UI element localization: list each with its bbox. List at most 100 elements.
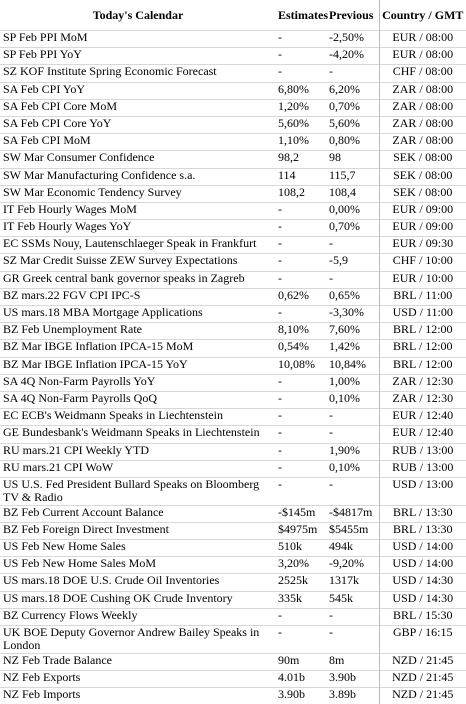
event: NZ Feb Exports (0, 671, 276, 688)
country-time: BRL / 11:00 (379, 288, 466, 305)
event: US U.S. Fed President Bullard Speaks on … (0, 477, 276, 505)
calendar-row: IT Feb Hourly Wages YoY-0,70%EUR / 09:00 (0, 220, 466, 237)
event: SZ Mar Credit Suisse ZEW Survey Expectat… (0, 254, 276, 271)
country-time: BRL / 13:30 (379, 522, 466, 539)
event: BZ Currency Flows Weekly (0, 608, 276, 625)
country-time: EUR / 10:00 (379, 271, 466, 288)
estimate: - (276, 374, 327, 391)
estimate: - (276, 426, 327, 443)
country-time: ZAR / 12:30 (379, 391, 466, 408)
calendar-row: GE Bundesbank's Weidmann Speaks in Liech… (0, 426, 466, 443)
previous: 98 (327, 151, 379, 168)
event: BZ Mar IBGE Inflation IPCA-15 MoM (0, 340, 276, 357)
previous: 115,7 (327, 168, 379, 185)
previous: 0,80% (327, 134, 379, 151)
estimate: 10,08% (276, 357, 327, 374)
previous: - (327, 477, 379, 505)
event: SA Feb CPI Core YoY (0, 116, 276, 133)
country-time: RUB / 13:00 (379, 443, 466, 460)
event: BZ Mar IBGE Inflation IPCA-15 YoY (0, 357, 276, 374)
event: US Feb New Home Sales (0, 540, 276, 557)
previous: - (327, 271, 379, 288)
event: BZ mars.22 FGV CPI IPC-S (0, 288, 276, 305)
estimate: 6,80% (276, 82, 327, 99)
country-time: BRL / 13:30 (379, 505, 466, 522)
event: EC SSMs Nouy, Lautenschlaeger Speak in F… (0, 237, 276, 254)
event: SA Feb CPI YoY (0, 82, 276, 99)
previous: $5455m (327, 522, 379, 539)
event: NZ Feb Trade Balance (0, 653, 276, 670)
country-time: ZAR / 08:00 (379, 134, 466, 151)
estimate: -$145m (276, 505, 327, 522)
country-time: NZD / 21:45 (379, 671, 466, 688)
previous: 6,20% (327, 82, 379, 99)
country-time: RUB / 13:00 (379, 460, 466, 477)
estimate: 98,2 (276, 151, 327, 168)
event: US Feb New Home Sales MoM (0, 557, 276, 574)
event: EC ECB's Weidmann Speaks in Liechtenstei… (0, 409, 276, 426)
event: SZ KOF Institute Spring Economic Forecas… (0, 65, 276, 82)
calendar-row: BZ Currency Flows Weekly--BRL / 15:30 (0, 608, 466, 625)
previous: - (327, 65, 379, 82)
estimate: 2525k (276, 574, 327, 591)
previous: 0,10% (327, 391, 379, 408)
estimate: 114 (276, 168, 327, 185)
country-time: BRL / 12:00 (379, 357, 466, 374)
calendar-row: UK BOE Deputy Governor Andrew Bailey Spe… (0, 626, 466, 654)
estimate: - (276, 237, 327, 254)
calendar-row: SA 4Q Non-Farm Payrolls QoQ-0,10%ZAR / 1… (0, 391, 466, 408)
country-time: USD / 13:00 (379, 477, 466, 505)
previous: 0,70% (327, 220, 379, 237)
previous: -9,20% (327, 557, 379, 574)
header-row: Today's Calendar Estimates Previous Coun… (0, 0, 466, 31)
estimate: 3.90b (276, 688, 327, 704)
country-time: BRL / 15:30 (379, 608, 466, 625)
event: IT Feb Hourly Wages MoM (0, 202, 276, 219)
previous: -2,50% (327, 31, 379, 48)
previous: 1,90% (327, 443, 379, 460)
previous: 1317k (327, 574, 379, 591)
header-previous: Previous (327, 0, 379, 31)
event: SA Feb CPI Core MoM (0, 99, 276, 116)
header-country: Country / GMT (379, 0, 466, 31)
event: SA 4Q Non-Farm Payrolls YoY (0, 374, 276, 391)
event: BZ Feb Foreign Direct Investment (0, 522, 276, 539)
event: US mars.18 MBA Mortgage Applications (0, 306, 276, 323)
previous: 7,60% (327, 323, 379, 340)
country-time: BRL / 12:00 (379, 323, 466, 340)
calendar-row: EC ECB's Weidmann Speaks in Liechtenstei… (0, 409, 466, 426)
estimate: 1,20% (276, 99, 327, 116)
calendar-row: SA 4Q Non-Farm Payrolls YoY-1,00%ZAR / 1… (0, 374, 466, 391)
estimate: - (276, 48, 327, 65)
calendar-row: SZ Mar Credit Suisse ZEW Survey Expectat… (0, 254, 466, 271)
country-time: USD / 14:00 (379, 557, 466, 574)
calendar-row: EC SSMs Nouy, Lautenschlaeger Speak in F… (0, 237, 466, 254)
calendar-row: US U.S. Fed President Bullard Speaks on … (0, 477, 466, 505)
estimate: - (276, 254, 327, 271)
calendar-row: IT Feb Hourly Wages MoM-0,00%EUR / 09:00 (0, 202, 466, 219)
header-title: Today's Calendar (0, 0, 276, 31)
estimate: 4.01b (276, 671, 327, 688)
country-time: BRL / 12:00 (379, 340, 466, 357)
event: US mars.18 DOE Cushing OK Crude Inventor… (0, 591, 276, 608)
country-time: ZAR / 08:00 (379, 99, 466, 116)
event: SA 4Q Non-Farm Payrolls QoQ (0, 391, 276, 408)
calendar-row: GR Greek central bank governor speaks in… (0, 271, 466, 288)
country-time: EUR / 08:00 (379, 48, 466, 65)
event: BZ Feb Current Account Balance (0, 505, 276, 522)
previous: 545k (327, 591, 379, 608)
event: NZ Feb Imports (0, 688, 276, 704)
calendar-row: US mars.18 DOE Cushing OK Crude Inventor… (0, 591, 466, 608)
event: SW Mar Economic Tendency Survey (0, 185, 276, 202)
event: RU mars.21 CPI WoW (0, 460, 276, 477)
country-time: NZD / 21:45 (379, 653, 466, 670)
event: SA Feb CPI MoM (0, 134, 276, 151)
estimate: - (276, 65, 327, 82)
